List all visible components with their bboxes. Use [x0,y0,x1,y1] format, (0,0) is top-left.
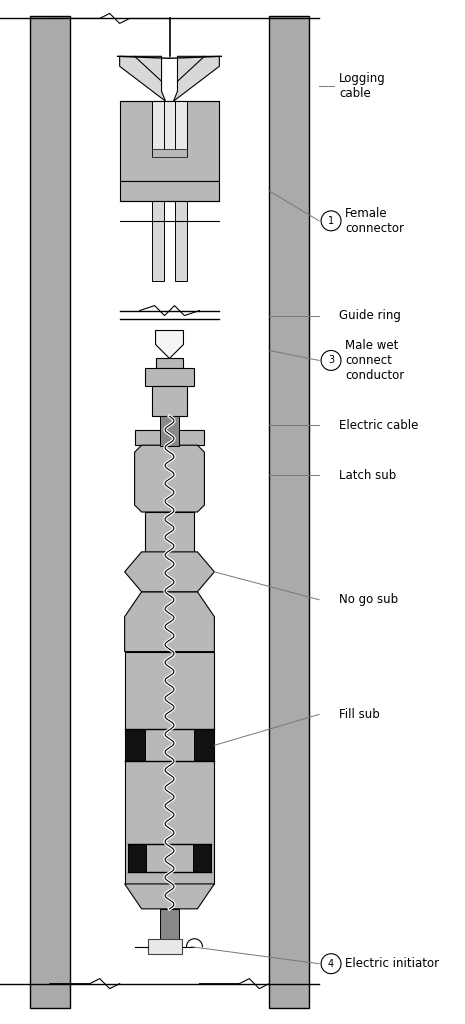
Text: Fill sub: Fill sub [339,708,380,721]
Polygon shape [120,56,166,101]
Bar [269,16,309,1008]
Bar [175,201,187,281]
Polygon shape [173,56,219,101]
Bar [147,939,182,953]
Bar [193,844,212,872]
Polygon shape [125,884,214,909]
Text: Electric initiator: Electric initiator [345,957,439,970]
Bar [125,729,145,761]
Bar [194,729,214,761]
Bar [30,16,70,1008]
Polygon shape [125,592,214,651]
Bar [159,417,179,446]
Bar [145,512,194,552]
Bar [145,369,194,386]
Polygon shape [125,552,214,592]
Text: Latch sub: Latch sub [339,469,396,481]
Text: 3: 3 [328,355,334,366]
Bar [156,358,184,369]
Text: 1: 1 [328,216,334,226]
Bar [120,101,219,181]
Polygon shape [156,331,184,358]
Text: 4: 4 [328,958,334,969]
Text: Female
connector: Female connector [345,207,404,234]
Text: No go sub: No go sub [339,593,398,606]
Bar [152,101,164,156]
Bar [159,909,179,939]
Bar [125,651,214,884]
Text: Male wet
connect
conductor: Male wet connect conductor [345,339,404,382]
Text: Electric cable: Electric cable [339,419,418,432]
Bar [120,181,219,201]
Text: Guide ring: Guide ring [339,309,401,323]
Text: Logging
cable: Logging cable [339,73,386,100]
Bar [152,386,187,417]
Polygon shape [134,445,205,512]
Bar [175,101,187,156]
Bar [152,201,164,281]
Bar [134,430,205,445]
Bar [152,101,187,151]
Bar [127,844,146,872]
Bar [152,150,187,157]
